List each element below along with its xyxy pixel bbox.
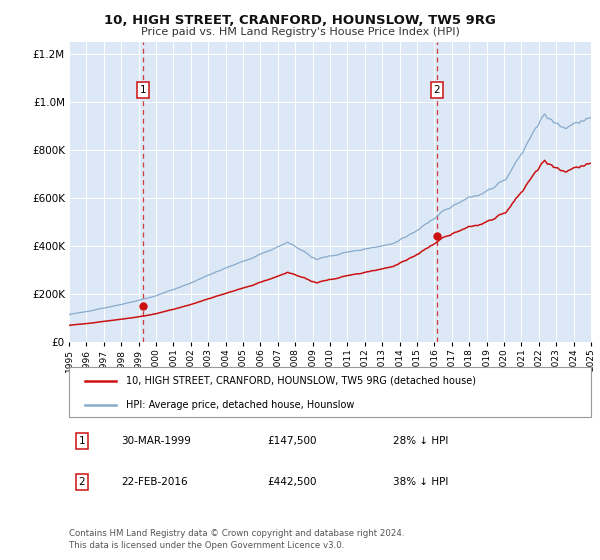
- Text: 2: 2: [433, 85, 440, 95]
- Text: 38% ↓ HPI: 38% ↓ HPI: [392, 477, 448, 487]
- Text: 1: 1: [79, 436, 85, 446]
- Text: Price paid vs. HM Land Registry's House Price Index (HPI): Price paid vs. HM Land Registry's House …: [140, 27, 460, 37]
- Text: HPI: Average price, detached house, Hounslow: HPI: Average price, detached house, Houn…: [127, 400, 355, 409]
- Text: 22-FEB-2016: 22-FEB-2016: [121, 477, 188, 487]
- Text: 30-MAR-1999: 30-MAR-1999: [121, 436, 191, 446]
- Text: 2: 2: [79, 477, 85, 487]
- Text: Contains HM Land Registry data © Crown copyright and database right 2024.
This d: Contains HM Land Registry data © Crown c…: [69, 529, 404, 550]
- Text: £147,500: £147,500: [268, 436, 317, 446]
- Text: 10, HIGH STREET, CRANFORD, HOUNSLOW, TW5 9RG (detached house): 10, HIGH STREET, CRANFORD, HOUNSLOW, TW5…: [127, 376, 476, 386]
- Text: 1: 1: [139, 85, 146, 95]
- Text: 28% ↓ HPI: 28% ↓ HPI: [392, 436, 448, 446]
- FancyBboxPatch shape: [69, 367, 591, 417]
- Text: £442,500: £442,500: [268, 477, 317, 487]
- Text: 10, HIGH STREET, CRANFORD, HOUNSLOW, TW5 9RG: 10, HIGH STREET, CRANFORD, HOUNSLOW, TW5…: [104, 13, 496, 27]
